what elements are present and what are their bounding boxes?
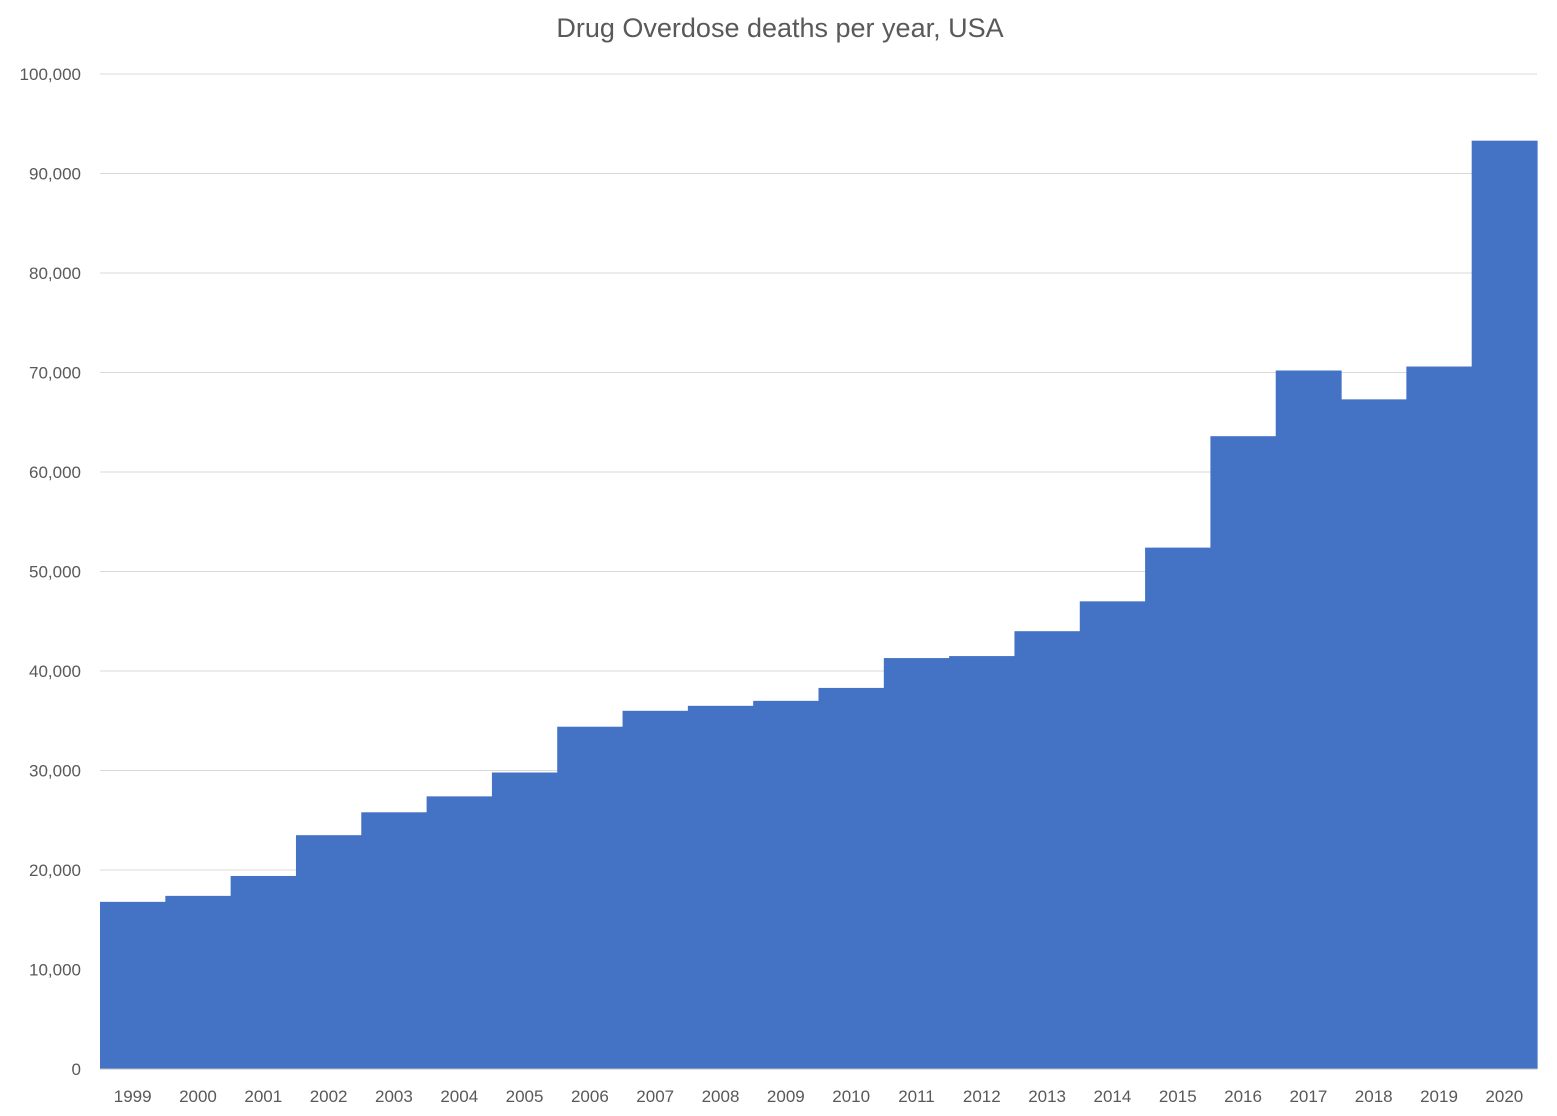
x-tick-label: 2006 xyxy=(571,1087,609,1106)
x-tick-label: 2015 xyxy=(1159,1087,1197,1106)
y-tick-label: 20,000 xyxy=(29,861,81,880)
bar-2011 xyxy=(883,658,950,1069)
bar-2007 xyxy=(622,710,689,1069)
y-tick-label: 60,000 xyxy=(29,463,81,482)
x-tick-label: 2002 xyxy=(310,1087,348,1106)
x-tick-label: 2012 xyxy=(963,1087,1001,1106)
y-tick-label: 0 xyxy=(72,1060,81,1079)
bars xyxy=(100,140,1538,1070)
x-tick-label: 2013 xyxy=(1028,1087,1066,1106)
y-tick-label: 10,000 xyxy=(29,961,81,980)
x-axis-tick-labels: 1999 2000 2001 2002 2003 2004 2005 2006 2007 2008… xyxy=(114,1087,1524,1106)
y-tick-label: 50,000 xyxy=(29,563,81,582)
x-tick-label: 2020 xyxy=(1485,1087,1523,1106)
bar-2019 xyxy=(1406,366,1473,1069)
y-tick-label: 40,000 xyxy=(29,662,81,681)
x-tick-label: 2018 xyxy=(1355,1087,1393,1106)
bar-2012 xyxy=(949,656,1016,1069)
bar-2008 xyxy=(687,705,754,1069)
y-tick-label: 80,000 xyxy=(29,264,81,283)
x-tick-label: 2010 xyxy=(832,1087,870,1106)
bar-2000 xyxy=(165,895,232,1069)
bar-2001 xyxy=(230,875,297,1069)
x-tick-label: 2009 xyxy=(767,1087,805,1106)
x-tick-label: 2019 xyxy=(1420,1087,1458,1106)
y-tick-label: 90,000 xyxy=(29,165,81,184)
bar-2020 xyxy=(1471,140,1538,1070)
x-tick-label: 2011 xyxy=(898,1087,935,1106)
y-tick-label: 30,000 xyxy=(29,762,81,781)
bar-1999 xyxy=(100,901,166,1069)
y-tick-label: 100,000 xyxy=(20,65,81,84)
y-tick-label: 70,000 xyxy=(29,364,81,383)
bar-2013 xyxy=(1014,631,1081,1069)
bar-2016 xyxy=(1210,436,1277,1069)
bar-2006 xyxy=(557,726,624,1069)
x-tick-label: 2007 xyxy=(636,1087,674,1106)
bar-2003 xyxy=(361,812,428,1069)
chart-title: Drug Overdose deaths per year, USA xyxy=(556,13,1003,43)
x-tick-label: 2004 xyxy=(440,1087,478,1106)
bar-2005 xyxy=(491,772,558,1069)
bar-2018 xyxy=(1341,399,1407,1069)
x-tick-label: 2014 xyxy=(1094,1087,1132,1106)
x-tick-label: 2008 xyxy=(702,1087,740,1106)
bar-2014 xyxy=(1079,601,1146,1069)
bar-2010 xyxy=(818,687,885,1069)
bar-2015 xyxy=(1145,547,1212,1069)
x-tick-label: 2001 xyxy=(244,1087,282,1106)
x-tick-label: 2017 xyxy=(1289,1087,1327,1106)
x-tick-label: 1999 xyxy=(114,1087,152,1106)
y-axis-tick-labels: 0 10,000 20,000 30,000 40,000 50,000 60,000 70,… xyxy=(20,65,81,1079)
x-tick-label: 2000 xyxy=(179,1087,217,1106)
x-tick-label: 2005 xyxy=(506,1087,544,1106)
bar-2017 xyxy=(1275,370,1342,1069)
x-tick-label: 2003 xyxy=(375,1087,413,1106)
x-tick-label: 2016 xyxy=(1224,1087,1262,1106)
bar-2002 xyxy=(295,835,362,1069)
bar-2004 xyxy=(426,796,493,1069)
bar-2009 xyxy=(753,700,820,1069)
